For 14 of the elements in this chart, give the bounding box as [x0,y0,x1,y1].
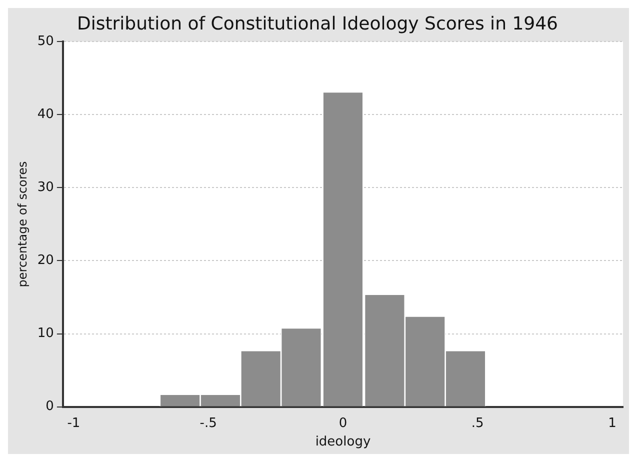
y-tick-label: 0 [46,399,54,414]
x-tick-label: 1 [608,416,616,431]
y-tick-label: 20 [37,253,54,268]
x-tick-label: 0 [338,416,348,431]
x-tick-label: -.5 [200,416,217,431]
y-axis-title: percentage of scores [15,161,30,288]
x-tick-label: -1 [67,416,80,431]
y-tick-label: 40 [37,107,54,122]
y-tick-label: 30 [37,180,54,196]
chart-title: Distribution of Constitutional Ideology Scores in 1946 [76,13,558,34]
y-tick-label: 10 [37,326,54,342]
x-tick-label: .5 [471,416,484,431]
y-tick-label: 50 [37,34,54,49]
x-axis-title: ideology [315,434,371,450]
